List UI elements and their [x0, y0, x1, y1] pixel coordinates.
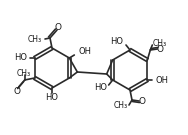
Text: HO: HO	[110, 38, 123, 46]
Text: O: O	[157, 45, 164, 53]
Text: HO: HO	[45, 92, 58, 102]
Text: CH₃: CH₃	[152, 38, 166, 48]
Text: O: O	[55, 23, 61, 33]
Text: HO: HO	[14, 53, 27, 63]
Text: CH₃: CH₃	[17, 68, 31, 77]
Text: O: O	[13, 87, 20, 95]
Text: CH₃: CH₃	[114, 102, 128, 111]
Text: CH₃: CH₃	[28, 35, 42, 43]
Text: OH: OH	[155, 75, 168, 85]
Text: OH: OH	[78, 48, 91, 57]
Text: HO: HO	[94, 84, 107, 92]
Text: O: O	[139, 97, 146, 105]
